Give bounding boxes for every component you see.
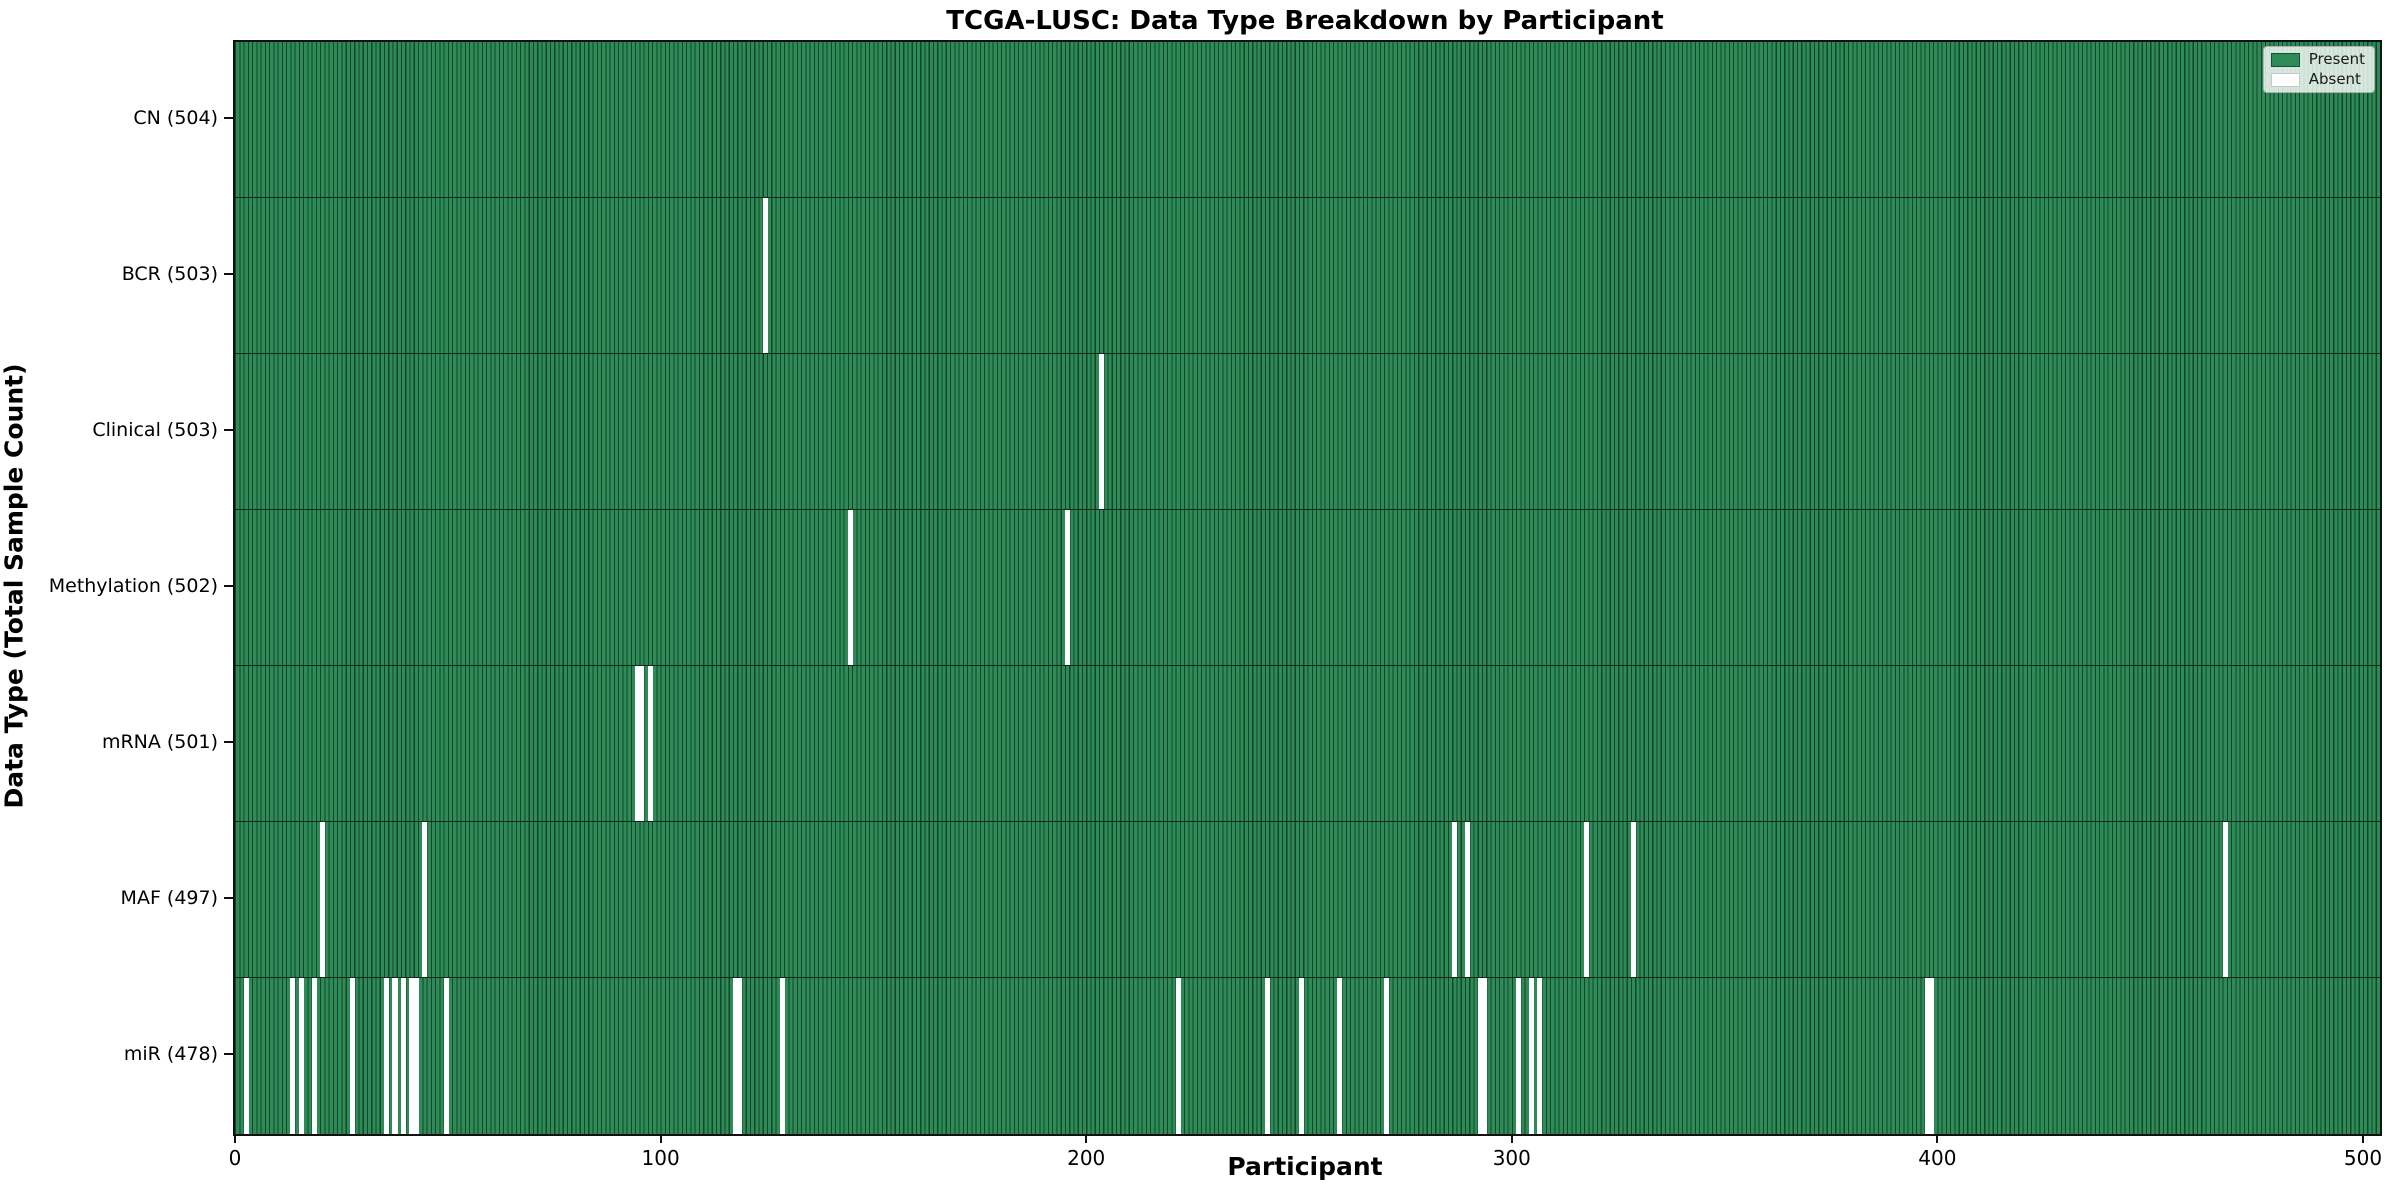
legend-entry-present: Present <box>2270 50 2365 68</box>
absent-stripe <box>1516 978 1522 1134</box>
legend: Present Absent <box>2262 46 2375 93</box>
absent-stripe <box>243 978 249 1134</box>
ytick-mark <box>224 585 233 587</box>
absent-stripe <box>290 978 296 1134</box>
absent-stripe <box>392 978 398 1134</box>
legend-present-swatch <box>2270 52 2300 67</box>
absent-stripe <box>847 510 853 665</box>
absent-stripe <box>422 822 428 977</box>
absent-stripe <box>1337 978 1343 1134</box>
ytick-mark <box>224 741 233 743</box>
absent-stripe <box>1584 822 1590 977</box>
absent-stripe <box>2222 822 2228 977</box>
absent-stripe <box>298 978 304 1134</box>
absent-stripe <box>1064 510 1071 665</box>
ytick-mark <box>224 273 233 275</box>
absent-stripe <box>1928 978 1934 1134</box>
ytick-label-maf: MAF (497) <box>120 887 218 909</box>
absent-stripe <box>413 978 419 1134</box>
ytick-mark <box>224 429 233 431</box>
absent-stripe <box>1477 978 1483 1134</box>
chart-title: TCGA-LUSC: Data Type Breakdown by Partic… <box>946 6 1664 36</box>
absent-stripe <box>635 666 641 821</box>
xtick-label-500: 500 <box>2343 1146 2383 1170</box>
absent-stripe <box>732 978 739 1134</box>
xtick-label-0: 0 <box>228 1146 242 1170</box>
absent-stripe <box>1481 978 1488 1134</box>
xtick-mark <box>1936 1134 1939 1143</box>
absent-stripe <box>1528 978 1534 1134</box>
xtick-label-400: 400 <box>1918 1146 1957 1170</box>
ytick-mark <box>224 1053 233 1055</box>
ytick-label-cn: CN (504) <box>133 107 218 129</box>
xtick-label-300: 300 <box>1492 1146 1531 1170</box>
absent-stripe <box>1452 822 1458 977</box>
plot-area: Present Absent <box>233 40 2382 1136</box>
absent-stripe <box>443 978 449 1134</box>
absent-stripe <box>762 198 768 353</box>
xtick-mark <box>1510 1134 1513 1143</box>
datatype-row-mrna <box>235 666 2380 822</box>
absent-stripe <box>737 978 743 1134</box>
ytick-label-mrna: mRNA (501) <box>101 731 218 753</box>
absent-stripe <box>1384 978 1390 1134</box>
datatype-row-methylation <box>235 510 2380 666</box>
xtick-mark <box>659 1134 662 1143</box>
ytick-mark <box>224 897 233 899</box>
legend-present-label: Present <box>2308 50 2365 68</box>
legend-absent-label: Absent <box>2308 70 2361 88</box>
ytick-label-methylation: Methylation (502) <box>48 575 218 597</box>
xtick-label-200: 200 <box>1067 1146 1106 1170</box>
absent-stripe <box>383 978 390 1134</box>
absent-stripe <box>349 978 356 1134</box>
datatype-row-mir <box>235 978 2380 1134</box>
absent-stripe <box>1264 978 1271 1134</box>
ytick-mark <box>224 117 233 119</box>
absent-stripe <box>400 978 407 1134</box>
legend-entry-absent: Absent <box>2270 70 2365 88</box>
legend-absent-swatch <box>2270 72 2300 87</box>
absent-stripe <box>1924 978 1930 1134</box>
y-axis-label: Data Type (Total Sample Count) <box>0 363 29 809</box>
absent-stripe <box>1175 978 1181 1134</box>
absent-stripe <box>1464 822 1471 977</box>
absent-stripe <box>311 978 317 1134</box>
absent-stripe <box>639 666 645 821</box>
ytick-label-clinical: Clinical (503) <box>92 419 218 441</box>
absent-stripe <box>647 666 653 821</box>
xtick-label-100: 100 <box>641 1146 680 1170</box>
datatype-row-maf <box>235 822 2380 978</box>
absent-stripe <box>409 978 415 1134</box>
datatype-row-bcr <box>235 198 2380 354</box>
xtick-mark <box>234 1134 236 1143</box>
absent-stripe <box>779 978 785 1134</box>
ytick-label-mir: miR (478) <box>123 1043 218 1065</box>
datatype-row-cn <box>235 42 2380 198</box>
xtick-mark <box>2361 1134 2364 1143</box>
absent-stripe <box>1298 978 1305 1134</box>
x-axis-label: Participant <box>1227 1152 1383 1181</box>
datatype-row-clinical <box>235 354 2380 510</box>
absent-stripe <box>1537 978 1543 1134</box>
ytick-label-bcr: BCR (503) <box>121 263 218 285</box>
absent-stripe <box>1098 354 1105 509</box>
xtick-mark <box>1085 1134 1088 1143</box>
absent-stripe <box>320 822 326 977</box>
absent-stripe <box>1630 822 1637 977</box>
